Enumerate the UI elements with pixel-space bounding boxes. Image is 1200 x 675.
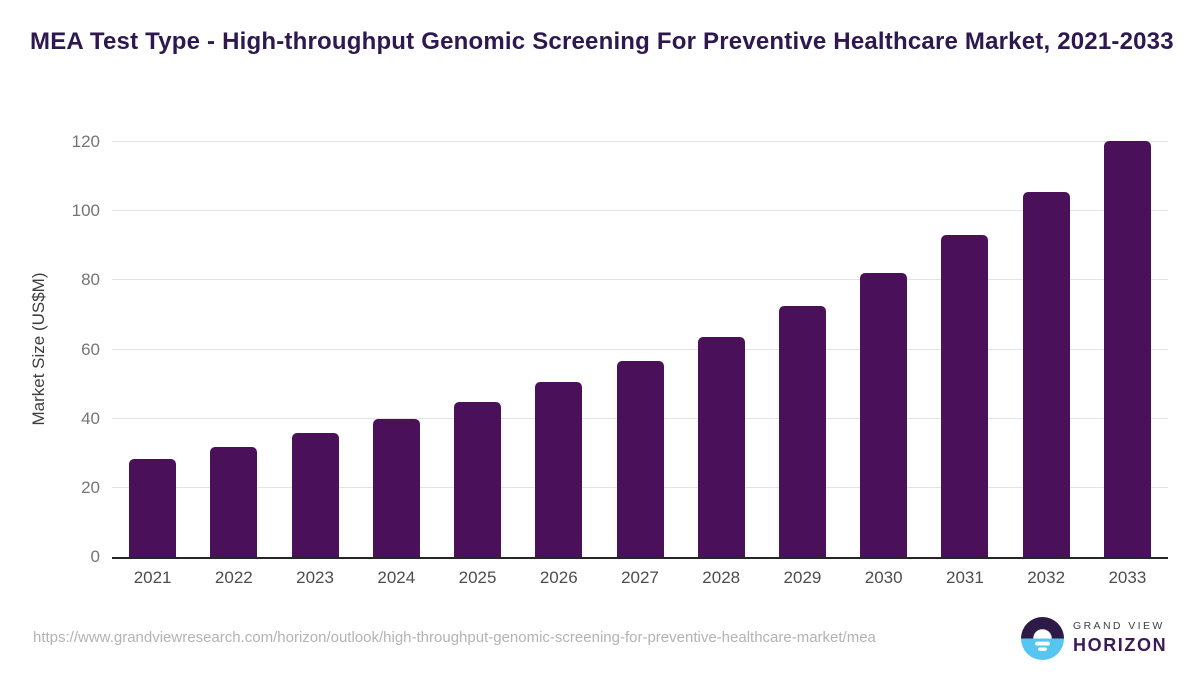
logo-text-block: GRAND VIEW HORIZON xyxy=(1073,620,1167,656)
bar-2021 xyxy=(129,458,177,557)
logo-grand-view-label: GRAND VIEW xyxy=(1073,620,1165,632)
y-tick-label-20: 20 xyxy=(81,477,100,497)
logo-icon-reflection-line-1 xyxy=(1035,641,1050,646)
y-tick-label-60: 60 xyxy=(81,339,100,359)
x-tick-label-2032: 2032 xyxy=(1027,568,1066,587)
x-tick-label-2027: 2027 xyxy=(621,568,659,587)
x-axis-tick-labels: 2021 2022 2023 2024 2025 2026 2027 2028 2029 2030… xyxy=(112,568,1168,592)
bar-2023 xyxy=(291,433,339,557)
bar-2028 xyxy=(697,336,745,557)
x-tick-label-2028: 2028 xyxy=(702,568,741,587)
bar-2030 xyxy=(860,273,908,557)
logo-icon-reflection-line-2 xyxy=(1038,646,1047,651)
plot-area xyxy=(112,141,1168,559)
gridline-60 xyxy=(112,348,1168,350)
bar-2029 xyxy=(778,306,826,557)
y-tick-label-100: 100 xyxy=(71,201,100,221)
y-tick-label-40: 40 xyxy=(81,408,100,428)
bar-2033 xyxy=(1103,141,1151,557)
y-tick-label-0: 0 xyxy=(90,547,100,566)
x-tick-label-2026: 2026 xyxy=(539,568,578,587)
chart-title: MEA Test Type - High-throughput Genomic … xyxy=(30,28,1174,55)
x-tick-label-2025: 2025 xyxy=(458,568,497,587)
y-tick-label-120: 120 xyxy=(71,132,100,151)
x-tick-label-2023: 2023 xyxy=(296,568,334,587)
gridline-80 xyxy=(112,279,1168,281)
bar-2031 xyxy=(941,235,989,557)
y-axis-tick-labels: 0 20 40 60 80 100 120 xyxy=(40,132,100,566)
bar-2026 xyxy=(535,382,583,557)
x-tick-label-2021: 2021 xyxy=(133,568,172,587)
logo-horizon-label: HORIZON xyxy=(1073,635,1168,655)
x-tick-label-2031: 2031 xyxy=(945,568,984,587)
logo-icon-top-half xyxy=(1021,616,1064,638)
x-tick-label-2030: 2030 xyxy=(864,568,903,587)
grand-view-horizon-logo-icon xyxy=(1021,616,1064,660)
gridline-120 xyxy=(112,141,1168,142)
x-tick-label-2033: 2033 xyxy=(1108,568,1147,587)
bar-2032 xyxy=(1022,192,1070,557)
bar-2024 xyxy=(372,418,420,557)
bar-2022 xyxy=(210,446,258,557)
bar-2027 xyxy=(616,361,664,557)
x-tick-label-2029: 2029 xyxy=(783,568,822,587)
logo-icon-sun-arch xyxy=(1033,628,1052,638)
bar-2025 xyxy=(454,402,502,557)
x-tick-label-2022: 2022 xyxy=(214,568,253,587)
x-tick-label-2024: 2024 xyxy=(377,568,416,587)
gridline-100 xyxy=(112,210,1168,212)
grand-view-horizon-logo: GRAND VIEW HORIZON xyxy=(1021,616,1167,660)
y-tick-label-80: 80 xyxy=(81,270,100,290)
source-url: https://www.grandviewresearch.com/horizo… xyxy=(33,629,876,646)
